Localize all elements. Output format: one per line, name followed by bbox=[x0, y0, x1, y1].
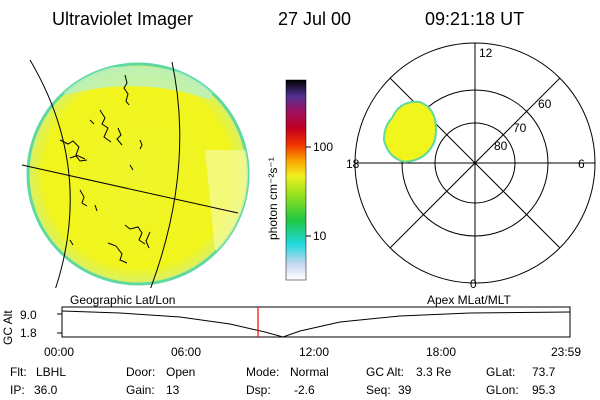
mlat-label-70: 70 bbox=[513, 121, 527, 135]
mlt-label-0: 0 bbox=[470, 277, 477, 291]
gc-alt-key: GC Alt: bbox=[366, 365, 405, 379]
timeline-x-tick: 23:59 bbox=[551, 345, 582, 359]
door-value: Open bbox=[166, 365, 196, 379]
image-time: 09:21:18 UT bbox=[425, 9, 525, 29]
ip-value: 36.0 bbox=[34, 383, 58, 397]
polar-diagonal bbox=[389, 77, 561, 249]
mlat-label-60: 60 bbox=[538, 97, 552, 111]
mlt-label-6: 6 bbox=[578, 157, 585, 171]
glat-value: 73.7 bbox=[532, 365, 556, 379]
coastlines bbox=[59, 74, 151, 264]
timeline-right-label: Apex MLat/MLT bbox=[427, 293, 511, 307]
longitude-line bbox=[29, 59, 71, 288]
filter-key: Flt: bbox=[10, 365, 27, 379]
colorbar-tick-label: 10 bbox=[313, 229, 327, 243]
timeline-frame bbox=[61, 306, 571, 338]
image-date: 27 Jul 00 bbox=[278, 9, 352, 29]
gain-value: 13 bbox=[166, 383, 180, 397]
timeline-x-tick: 12:00 bbox=[299, 345, 330, 359]
ip-key: IP: bbox=[10, 383, 25, 397]
timeline-x-tick: 18:00 bbox=[426, 345, 457, 359]
mlt-label-18: 18 bbox=[346, 157, 360, 171]
timeline-x-tick: 06:00 bbox=[171, 345, 202, 359]
mlat-label-80: 80 bbox=[494, 139, 508, 153]
timeline-x-tick: 00:00 bbox=[44, 345, 75, 359]
colorbar-tick-label: 100 bbox=[313, 140, 334, 154]
dsp-key: Dsp: bbox=[246, 383, 271, 397]
gain-key: Gain: bbox=[126, 383, 155, 397]
filter-value: LBHL bbox=[36, 365, 67, 379]
mode-value: Normal bbox=[290, 365, 329, 379]
seq-key: Seq: bbox=[366, 383, 391, 397]
polar-image-patch bbox=[382, 100, 437, 164]
latitude-line bbox=[21, 164, 239, 214]
mlt-label-12: 12 bbox=[479, 46, 493, 60]
dsp-value: -2.6 bbox=[294, 383, 315, 397]
colorbar-gradient bbox=[285, 79, 307, 281]
seq-value: 39 bbox=[398, 383, 412, 397]
timeline-y-tick: 1.8 bbox=[20, 326, 37, 340]
app-title: Ultraviolet Imager bbox=[52, 9, 194, 29]
longitude-line bbox=[150, 61, 181, 288]
timeline-y-tick: 9.0 bbox=[20, 308, 37, 322]
gc-alt-value: 3.3 Re bbox=[416, 365, 452, 379]
altitude-curve bbox=[61, 310, 571, 338]
door-key: Door: bbox=[126, 365, 156, 379]
glon-key: GLon: bbox=[486, 383, 519, 397]
glon-value: 95.3 bbox=[532, 383, 556, 397]
timeline-left-label: Geographic Lat/Lon bbox=[70, 293, 176, 307]
mode-key: Mode: bbox=[246, 365, 280, 379]
glat-key: GLat: bbox=[486, 365, 516, 379]
